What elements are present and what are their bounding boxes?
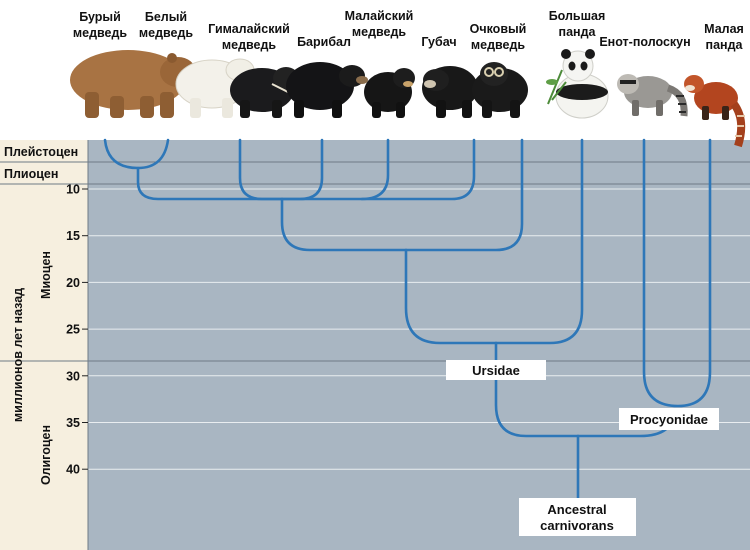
plot-area xyxy=(88,140,750,550)
branch-ursidae-stem xyxy=(494,341,580,438)
tick-label-25: 25 xyxy=(66,323,80,337)
malayan-bear-illustration xyxy=(364,68,415,118)
epoch-oligocene-label: Олигоцен xyxy=(39,425,53,485)
species-label-sloth: Губач xyxy=(421,35,456,49)
tick-label-15: 15 xyxy=(66,229,80,243)
branch-bears-stem xyxy=(404,248,498,345)
baribal-illustration xyxy=(286,62,368,118)
sloth-bear-illustration xyxy=(422,66,478,118)
species-label-polar-line2: медведь xyxy=(139,26,194,40)
svg-text:Procyonidae: Procyonidae xyxy=(630,412,708,427)
branch-sloth xyxy=(360,138,476,201)
species-label-giantpanda-line1: Большая xyxy=(549,9,606,23)
tick-label-30: 30 xyxy=(66,369,80,383)
brown-bear-illustration xyxy=(70,50,196,118)
epoch-miocene-label: Миоцен xyxy=(39,251,53,299)
tick-label-20: 20 xyxy=(66,276,80,290)
tick-label-10: 10 xyxy=(66,183,80,197)
red-panda-illustration xyxy=(684,75,746,148)
species-label-raccoon: Енот-полоскун xyxy=(599,35,690,49)
species-label-redpanda-line1: Малая xyxy=(704,22,744,36)
branch-brownpolar-stem xyxy=(136,166,284,201)
ancestral-carnivorans-label: Ancestral carnivorans xyxy=(519,498,636,536)
species-label-giantpanda-line2: панда xyxy=(559,25,597,39)
giant-panda-illustration xyxy=(546,49,609,119)
branch-ursine-stem xyxy=(280,197,408,252)
axis-label: миллионов лет назад xyxy=(11,288,25,422)
tick-label-40: 40 xyxy=(66,463,80,477)
branch-spectacled xyxy=(404,138,524,252)
axis-ticks: 10 15 20 25 30 35 40 xyxy=(66,140,89,550)
species-label-brown-line1: Бурый xyxy=(79,10,121,24)
species-label-himalayan-line2: медведь xyxy=(222,38,277,52)
spectacled-bear-illustration xyxy=(472,62,528,118)
branch-raccoon-redpanda xyxy=(642,138,712,408)
species-label-malayan-line1: Малайский xyxy=(345,9,414,23)
species-label-baribal: Барибал xyxy=(297,35,351,49)
tick-label-35: 35 xyxy=(66,416,80,430)
species-label-redpanda-line2: панда xyxy=(706,38,744,52)
epoch-pliocene-label: Плиоцен xyxy=(4,167,58,181)
species-label-malayan-line2: медведь xyxy=(352,25,407,39)
phylogeny-branches xyxy=(103,138,712,500)
procyonidae-node-label: Procyonidae xyxy=(619,408,719,430)
svg-text:Ancestral: Ancestral xyxy=(547,502,606,517)
raccoon-illustration xyxy=(617,74,688,117)
ursidae-node-label: Ursidae xyxy=(446,360,546,380)
svg-text:Ursidae: Ursidae xyxy=(472,363,520,378)
animal-illustrations xyxy=(70,49,746,148)
svg-text:carnivorans: carnivorans xyxy=(540,518,614,533)
epoch-boundaries xyxy=(0,161,750,362)
species-label-polar-line1: Белый xyxy=(145,10,187,24)
species-labels: Бурый медведь Белый медведь Гималайский медве… xyxy=(73,9,744,52)
species-label-himalayan-line1: Гималайский xyxy=(208,22,290,36)
branch-giant-panda xyxy=(494,138,584,345)
epoch-pleistocene-label: Плейстоцен xyxy=(4,145,78,159)
species-label-brown-line2: медведь xyxy=(73,26,128,40)
species-label-spectacled-line1: Очковый xyxy=(470,22,527,36)
axis-panel xyxy=(0,140,88,550)
species-label-spectacled-line2: медведь xyxy=(471,38,526,52)
